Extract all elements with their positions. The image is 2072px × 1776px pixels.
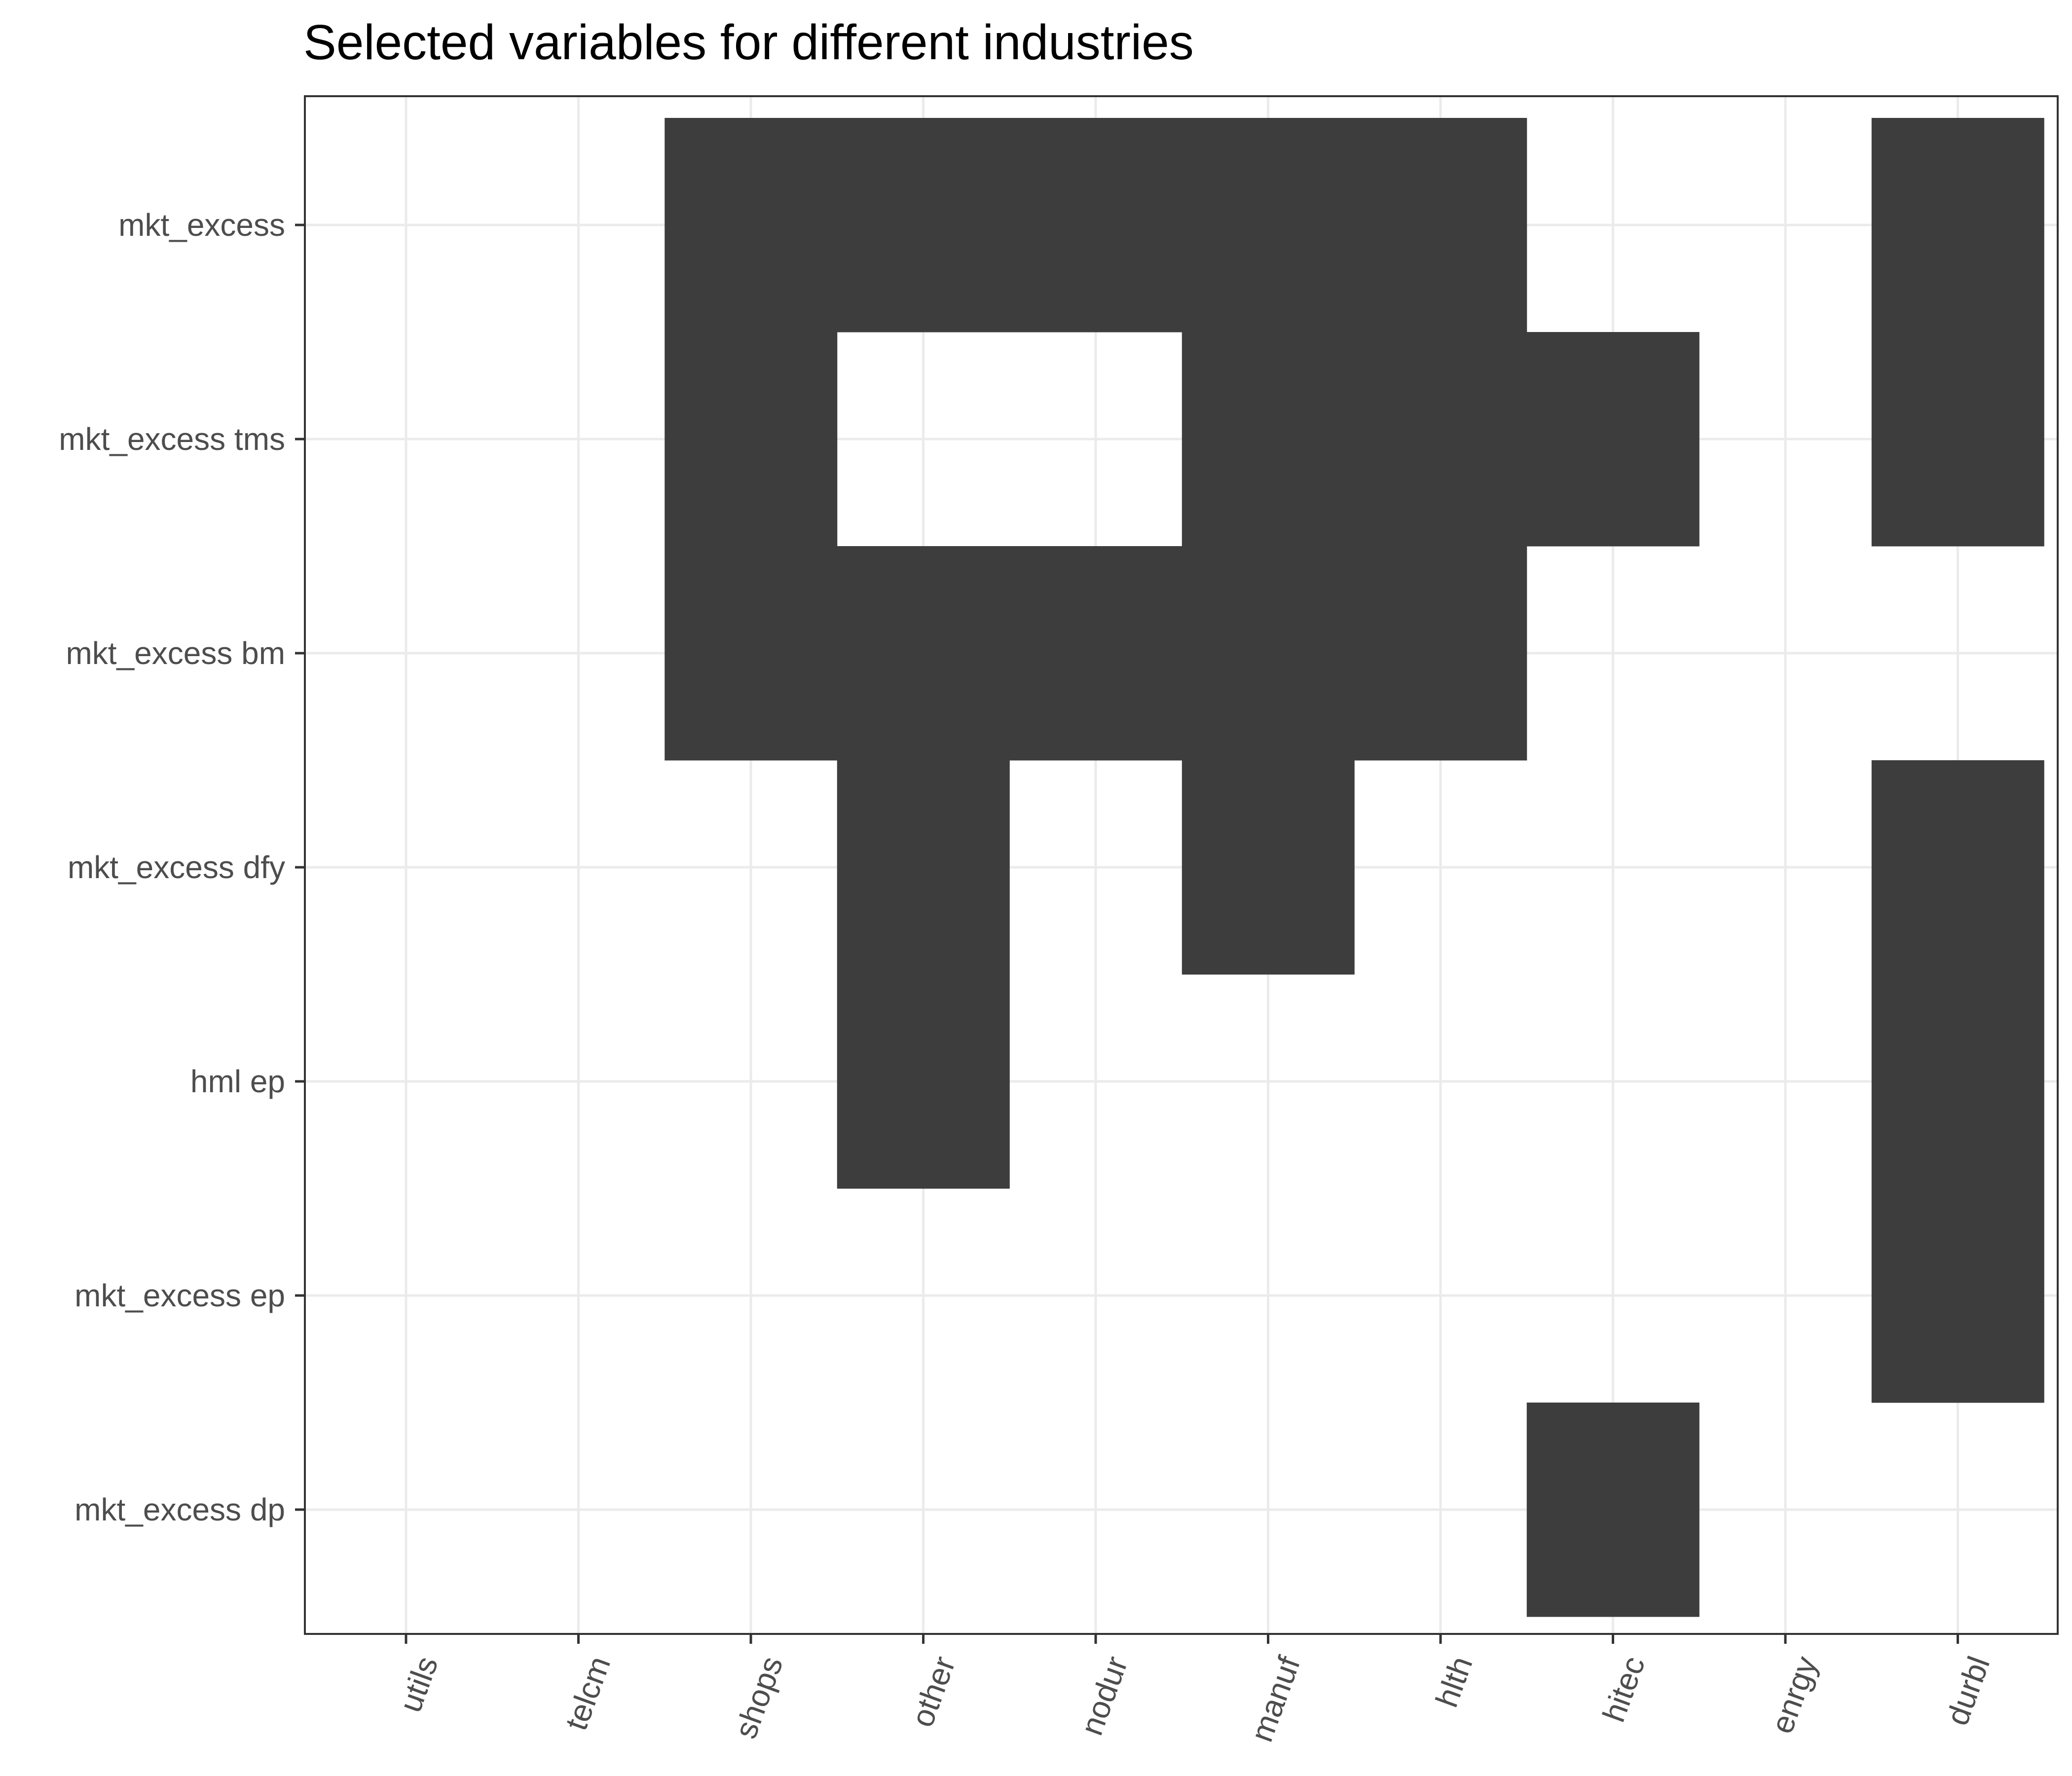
y-tick-label: mkt_excess dp <box>74 1492 285 1527</box>
x-tick-label: telcm <box>558 1652 617 1735</box>
heatmap-cell-durbl-hml-ep <box>1871 974 2044 1189</box>
heatmap-cell-manuf-mkt_excess-tms <box>1182 332 1355 547</box>
heatmap-cell-hitec-mkt_excess-dp <box>1526 1403 1700 1617</box>
x-tick-label: enrgy <box>1764 1652 1824 1738</box>
x-tick-label: other <box>904 1652 962 1732</box>
heatmap-cell-shops-mkt_excess <box>665 118 838 333</box>
heatmap-cell-hlth-mkt_excess-bm <box>1354 546 1527 761</box>
x-tick-label: manuf <box>1244 1652 1307 1746</box>
heatmap-cell-manuf-mkt_excess <box>1182 118 1355 333</box>
heatmap-cell-hlth-mkt_excess <box>1354 118 1527 333</box>
y-tick-label: mkt_excess ep <box>74 1278 285 1313</box>
heatmap-cell-hitec-mkt_excess-tms <box>1526 332 1700 547</box>
heatmap-cell-nodur-mkt_excess <box>1009 118 1183 333</box>
y-axis: mkt_excess mkt_excess tms mkt_excess bm mkt… <box>59 207 305 1527</box>
heatmap-cell-other-mkt_excess-bm <box>837 546 1010 761</box>
x-tick-label: shops <box>728 1652 790 1743</box>
heatmap-cell-other-mkt_excess <box>837 118 1010 333</box>
heatmap-cell-manuf-mkt_excess-dfy <box>1182 760 1355 975</box>
y-tick-label: hml ep <box>190 1064 285 1099</box>
x-tick-label: hitec <box>1595 1652 1652 1727</box>
heatmap-cell-shops-mkt_excess-bm <box>665 546 838 761</box>
heatmap-cell-hlth-mkt_excess-tms <box>1354 332 1527 547</box>
y-tick-label: mkt_excess dfy <box>68 850 285 885</box>
heatmap-cell-durbl-mkt_excess-tms <box>1871 332 2044 547</box>
x-tick-label: durbl <box>1939 1652 1997 1730</box>
heatmap-cell-nodur-mkt_excess-bm <box>1009 546 1183 761</box>
panel-border <box>304 95 2059 1635</box>
heatmap-cell-other-mkt_excess-dfy <box>837 760 1010 975</box>
y-tick-label: mkt_excess <box>118 207 285 243</box>
x-tick-label: utils <box>392 1652 445 1717</box>
heatmap-cell-durbl-mkt_excess-ep <box>1871 1188 2044 1403</box>
x-tick-label: hlth <box>1429 1652 1480 1712</box>
heatmap-cell-durbl-mkt_excess <box>1871 118 2044 333</box>
chart-title: Selected variables for different industr… <box>303 15 1194 70</box>
heatmap-cell-shops-mkt_excess-tms <box>665 332 838 547</box>
heatmap-cells <box>665 118 2044 1617</box>
y-tick-label: mkt_excess bm <box>66 635 285 671</box>
x-axis: utils telcm shops other nodur manuf hlth hitec e… <box>392 1634 1997 1746</box>
heatmap-cell-other-hml-ep <box>837 974 1010 1189</box>
heatmap-cell-manuf-mkt_excess-bm <box>1182 546 1355 761</box>
y-tick-label: mkt_excess tms <box>59 421 285 457</box>
x-tick-label: nodur <box>1073 1652 1135 1739</box>
heatmap-cell-durbl-mkt_excess-dfy <box>1871 760 2044 975</box>
